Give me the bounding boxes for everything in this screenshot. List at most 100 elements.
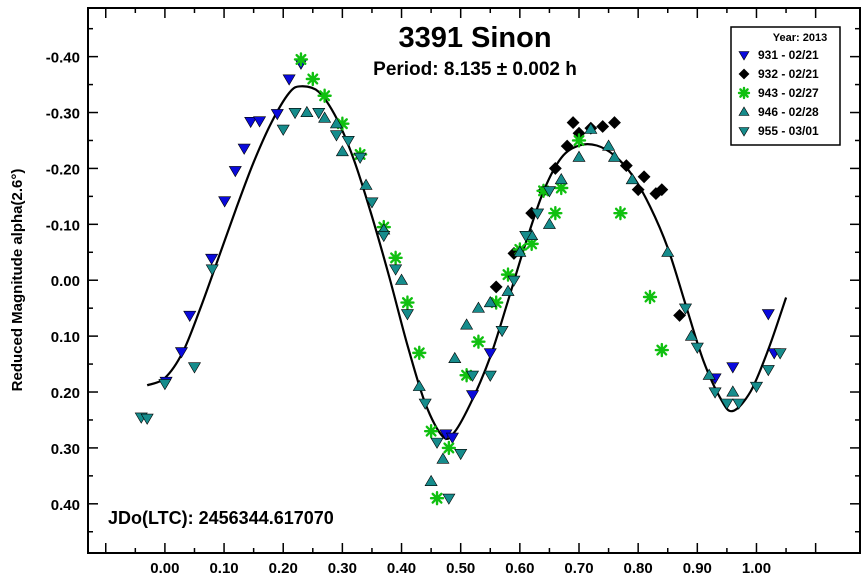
point-series-1 xyxy=(596,120,610,133)
legend-label-0: 931 - 02/21 xyxy=(758,48,819,62)
point-series-4 xyxy=(495,326,509,338)
chart-subtitle: Period: 8.135 ± 0.002 h xyxy=(373,59,577,80)
point-series-2 xyxy=(317,88,332,103)
point-series-0 xyxy=(483,348,497,360)
point-series-3 xyxy=(359,178,373,190)
fit-curve-layer xyxy=(146,85,788,440)
point-series-4 xyxy=(430,437,444,449)
x-tick-label: 0.80 xyxy=(624,560,653,577)
point-series-4 xyxy=(483,370,497,382)
point-series-4 xyxy=(465,370,480,382)
point-series-0 xyxy=(270,109,284,121)
point-series-3 xyxy=(471,301,485,313)
point-series-2 xyxy=(412,345,427,361)
point-series-4 xyxy=(341,135,355,148)
point-series-0 xyxy=(465,390,480,402)
legend-label-4: 955 - 03/01 xyxy=(758,124,819,138)
y-tick-label: -0.20 xyxy=(46,161,80,178)
point-series-4 xyxy=(773,348,787,360)
legend-marker-1 xyxy=(738,68,750,80)
y-tick-label: 0.10 xyxy=(51,329,80,346)
point-series-3 xyxy=(572,150,586,162)
point-series-2 xyxy=(429,491,445,506)
legend-marker-3 xyxy=(738,106,750,116)
y-tick-label: 0.40 xyxy=(51,497,80,514)
legend-label-3: 946 - 02/28 xyxy=(758,105,819,119)
legend-label-2: 943 - 02/27 xyxy=(758,86,819,100)
point-series-1 xyxy=(608,116,621,130)
y-tick-label: 0.00 xyxy=(51,273,80,290)
point-series-0 xyxy=(218,196,232,208)
point-series-2 xyxy=(400,295,415,310)
x-tick-label: 1.00 xyxy=(742,560,771,577)
point-series-2 xyxy=(524,236,539,252)
point-series-0 xyxy=(244,116,258,129)
point-series-4 xyxy=(377,231,391,243)
point-series-0 xyxy=(253,116,267,128)
point-series-2 xyxy=(654,342,670,358)
point-series-1 xyxy=(619,159,633,173)
point-series-4 xyxy=(690,342,704,354)
point-series-2 xyxy=(554,180,569,196)
legend-marker-0 xyxy=(738,51,750,61)
point-series-3 xyxy=(661,245,675,257)
point-series-1 xyxy=(566,116,580,130)
point-series-0 xyxy=(445,432,459,444)
data-points-layer xyxy=(134,52,787,506)
x-tick-label: 0.10 xyxy=(209,560,238,577)
point-series-2 xyxy=(642,289,658,305)
point-series-0 xyxy=(237,143,251,155)
point-series-3 xyxy=(436,452,450,464)
legend-label-1: 932 - 02/21 xyxy=(758,67,819,81)
point-series-3 xyxy=(318,111,332,123)
point-series-2 xyxy=(613,205,628,221)
point-series-0 xyxy=(183,310,197,323)
point-series-2 xyxy=(548,205,563,221)
point-series-2 xyxy=(459,368,474,383)
point-series-1 xyxy=(548,162,562,175)
point-series-0 xyxy=(282,74,296,86)
point-series-1 xyxy=(631,183,645,197)
point-series-2 xyxy=(500,267,516,282)
y-tick-label: 0.20 xyxy=(51,385,80,402)
point-series-3 xyxy=(684,329,698,341)
point-series-4 xyxy=(507,275,521,287)
legend-marker-2 xyxy=(737,86,751,100)
point-series-3 xyxy=(584,122,598,134)
x-tick-label: 0.40 xyxy=(387,560,416,577)
point-series-4 xyxy=(400,309,414,321)
point-series-1 xyxy=(560,139,574,153)
point-series-3 xyxy=(300,105,314,118)
point-series-4 xyxy=(720,398,734,410)
point-series-2 xyxy=(488,295,504,310)
point-series-3 xyxy=(554,173,568,185)
x-tick-label: 0.70 xyxy=(564,560,593,577)
point-series-4 xyxy=(708,387,722,399)
point-series-3 xyxy=(460,318,474,330)
x-tick-label: 0.20 xyxy=(269,560,298,577)
point-series-3 xyxy=(625,173,639,185)
point-series-0 xyxy=(174,347,188,359)
point-series-3 xyxy=(702,368,716,380)
point-series-4 xyxy=(454,449,468,461)
x-tick-label: 0.60 xyxy=(505,560,534,577)
y-tick-label: -0.40 xyxy=(46,50,80,67)
y-tick-label: -0.30 xyxy=(46,106,80,123)
point-series-3 xyxy=(424,474,438,486)
point-series-4 xyxy=(288,108,302,120)
x-axis: 0.00 0.10 0.20 0.30 0.40 0.50 0.60 0.70 0.80 0.90… xyxy=(104,8,817,577)
point-series-4 xyxy=(329,130,343,142)
x-tick-label: 0.00 xyxy=(150,560,179,577)
legend-marker-4 xyxy=(738,127,750,137)
point-series-4 xyxy=(761,365,775,377)
point-series-3 xyxy=(607,150,622,162)
jdo-annotation: JDo(LTC): 2456344.617070 xyxy=(108,508,334,528)
point-series-2 xyxy=(335,116,350,131)
point-series-4 xyxy=(418,398,432,410)
point-series-4 xyxy=(353,152,367,164)
point-series-2 xyxy=(536,183,551,198)
point-series-4 xyxy=(365,197,379,209)
y-axis: -0.40 -0.30 -0.20 -0.10 0.00 0.10 0.20 0.30 0.40 xyxy=(46,27,860,533)
point-series-4 xyxy=(389,264,403,276)
